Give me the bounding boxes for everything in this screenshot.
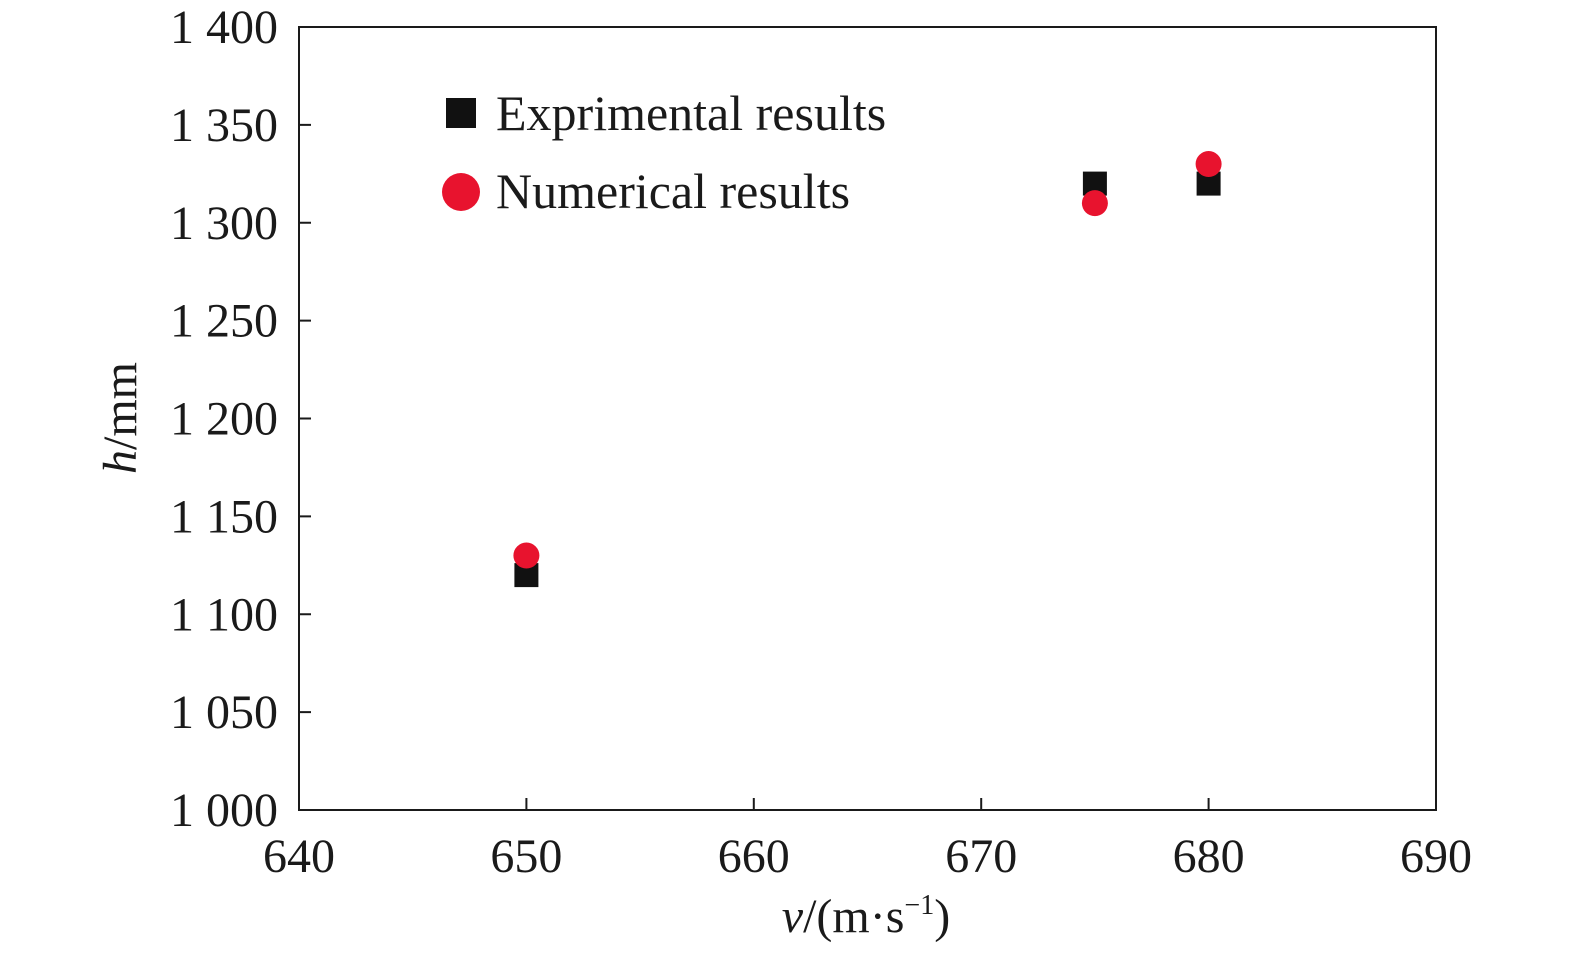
y-axis-ticks: 1 000 1 050 1 100 1 150 1 200 1 250 1 300 1 350… bbox=[170, 1, 311, 837]
x-axis-unit-exponent: −1 bbox=[904, 890, 934, 921]
x-axis-ticks: 640 650 660 670 680 690 bbox=[263, 798, 1472, 883]
y-tick-label: 1 350 bbox=[170, 99, 278, 152]
x-tick-label: 640 bbox=[263, 830, 335, 883]
y-tick-label: 1 050 bbox=[170, 686, 278, 739]
y-tick-label: 1 250 bbox=[170, 295, 278, 348]
legend-label-experimental: Exprimental results bbox=[496, 85, 886, 141]
x-tick-label: 680 bbox=[1173, 830, 1245, 883]
x-tick-label: 670 bbox=[945, 830, 1017, 883]
data-points bbox=[513, 151, 1222, 588]
y-axis-unit: /mm bbox=[94, 362, 147, 450]
x-tick-label: 660 bbox=[718, 830, 790, 883]
x-tick-label: 690 bbox=[1400, 830, 1472, 883]
legend-label-numerical: Numerical results bbox=[496, 163, 850, 219]
x-axis-label: v/(m·s−1) bbox=[782, 890, 950, 943]
numerical-point bbox=[1195, 151, 1222, 178]
y-tick-label: 1 400 bbox=[170, 1, 278, 54]
legend: Exprimental results Numerical results bbox=[442, 85, 886, 219]
y-tick-label: 1 000 bbox=[170, 784, 278, 837]
x-axis-unit: /(m·s bbox=[803, 890, 904, 943]
x-tick-label: 650 bbox=[490, 830, 562, 883]
numerical-point bbox=[1081, 190, 1108, 217]
x-axis-var: v bbox=[782, 890, 804, 943]
legend-square-marker bbox=[446, 98, 476, 128]
y-axis-var: h bbox=[94, 450, 147, 474]
y-axis-label: h/mm bbox=[94, 362, 147, 474]
x-axis-unit-close: ) bbox=[934, 890, 950, 943]
legend-circle-marker bbox=[442, 173, 480, 211]
y-tick-label: 1 100 bbox=[170, 588, 278, 641]
y-tick-label: 1 200 bbox=[170, 393, 278, 446]
plot-frame bbox=[298, 26, 1437, 811]
y-tick-label: 1 300 bbox=[170, 197, 278, 250]
y-tick-label: 1 150 bbox=[170, 490, 278, 543]
numerical-point bbox=[513, 542, 540, 569]
